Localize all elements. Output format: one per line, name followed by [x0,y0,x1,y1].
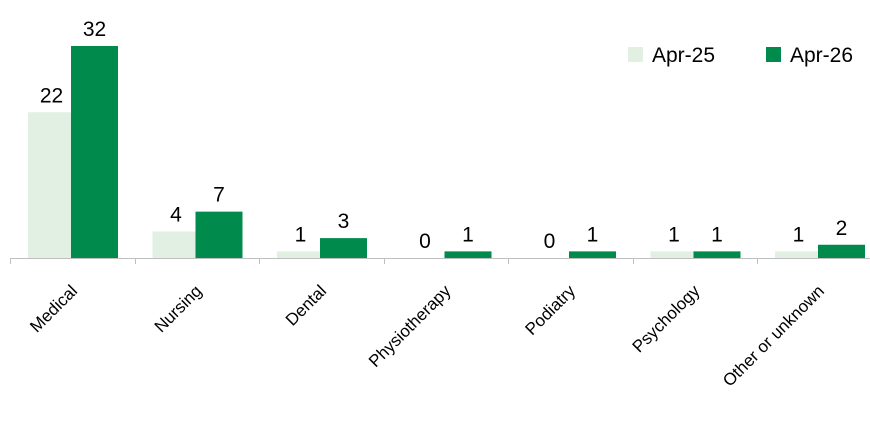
x-axis: Medical Nursing Dental Physiotherapy Podiatr… [10,258,870,390]
value-label-apr-25-podiatry: 0 [544,230,556,253]
value-label-apr-26-psychology: 1 [711,223,723,246]
category-label-dental: Dental [282,281,330,329]
legend-label-apr-25: Apr-25 [652,44,715,67]
legend-swatch-apr-26 [766,47,781,62]
category-label-psychology: Psychology [629,281,704,356]
category-label-nursing: Nursing [151,281,206,336]
bar-apr-25-dental [277,251,324,258]
value-label-apr-25-psychology: 1 [668,223,680,246]
category-label-medical: Medical [26,281,81,336]
value-label-apr-26-podiatry: 1 [587,223,599,246]
value-label-apr-26-other-or-unknown: 2 [836,217,848,240]
bar-apr-26-nursing [195,211,243,258]
bar-apr-25-medical [28,112,75,258]
bar-apr-25-other-or-unknown [775,251,822,258]
value-label-apr-26-physiotherapy: 1 [462,223,474,246]
bar-apr-26-physiotherapy [444,251,492,258]
value-label-apr-25-medical: 22 [40,84,63,107]
value-label-apr-25-physiotherapy: 0 [419,230,431,253]
bar-apr-25-psychology [650,251,698,258]
category-label-other-or-unknown: Other or unknown [719,281,828,390]
bar-apr-26-podiatry [569,251,616,258]
bar-apr-26-other-or-unknown [818,244,865,258]
legend: Apr-25 Apr-26 [628,44,853,67]
value-label-apr-26-medical: 32 [83,18,106,41]
value-label-apr-26-nursing: 7 [213,184,225,207]
value-label-apr-25-other-or-unknown: 1 [793,223,805,246]
bar-apr-26-medical [71,46,118,258]
value-label-apr-26-dental: 3 [338,210,350,233]
value-label-apr-25-nursing: 4 [170,204,182,227]
bar-apr-26-psychology [693,251,741,258]
value-labels-layer: 22 32 4 7 1 3 0 1 0 1 1 1 1 2 [40,18,848,253]
value-label-apr-25-dental: 1 [295,223,307,246]
category-label-podiatry: Podiatry [522,281,580,339]
legend-label-apr-26: Apr-26 [790,44,853,67]
bar-apr-26-dental [320,238,367,258]
category-label-physiotherapy: Physiotherapy [365,281,455,371]
bars-layer [28,46,865,258]
bar-apr-25-nursing [152,231,200,258]
legend-swatch-apr-25 [628,47,643,62]
